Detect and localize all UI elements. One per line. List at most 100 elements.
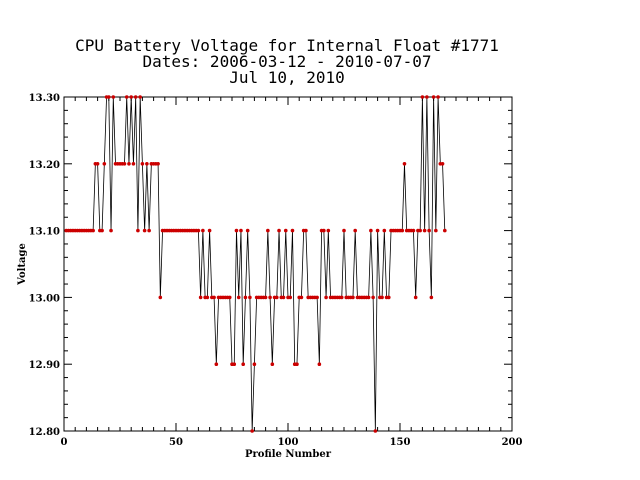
data-point xyxy=(127,162,131,166)
data-point xyxy=(136,228,140,233)
data-point xyxy=(342,228,346,233)
data-point xyxy=(400,228,405,233)
data-point xyxy=(207,228,212,233)
data-point xyxy=(299,295,304,300)
data-point xyxy=(248,295,252,300)
data-point xyxy=(158,295,163,300)
data-point xyxy=(138,95,142,99)
data-point xyxy=(198,295,203,300)
plot-frame xyxy=(63,96,513,432)
data-point xyxy=(382,228,387,233)
data-point xyxy=(91,228,95,233)
data-point xyxy=(107,95,111,99)
data-point xyxy=(411,228,416,233)
data-point xyxy=(205,295,210,300)
data-point xyxy=(427,228,431,233)
data-point xyxy=(277,228,281,233)
data-point xyxy=(339,295,344,300)
data-point xyxy=(418,228,422,233)
data-point xyxy=(201,228,205,233)
y-tick-label: 13.20 xyxy=(29,160,60,171)
data-point xyxy=(420,95,425,99)
data-point xyxy=(281,295,286,300)
data-point xyxy=(133,95,138,99)
chart-title-line-1: CPU Battery Voltage for Internal Float #… xyxy=(75,36,499,55)
data-point xyxy=(366,295,371,300)
y-tick-label: 12.90 xyxy=(29,360,60,371)
data-point xyxy=(270,362,275,367)
x-axis-label: Profile Number xyxy=(245,449,332,460)
data-point xyxy=(147,228,151,233)
data-point xyxy=(111,95,116,99)
data-point xyxy=(422,228,427,233)
data-point xyxy=(227,295,232,300)
data-point xyxy=(440,162,445,166)
y-axis-label: Voltage xyxy=(17,243,28,286)
voltage-series-line xyxy=(66,96,446,432)
plot-area: 0 50 100 150 200 12.80 12.90 13.00 13.10 13.20 13.… xyxy=(29,93,523,448)
y-tick-label: 13.30 xyxy=(29,93,60,104)
y-tick-label: 12.80 xyxy=(29,427,60,438)
data-point xyxy=(156,162,160,166)
data-point xyxy=(102,162,107,166)
data-point xyxy=(429,295,434,300)
data-point xyxy=(290,228,295,233)
data-point xyxy=(145,162,149,166)
x-tick-label: 150 xyxy=(390,437,411,448)
y-tick-label: 13.00 xyxy=(29,293,60,304)
x-tick-label: 50 xyxy=(169,437,183,448)
data-point xyxy=(268,295,272,300)
data-point xyxy=(375,228,380,233)
data-point xyxy=(250,429,254,433)
data-point xyxy=(236,295,241,300)
data-point xyxy=(288,295,293,300)
data-point xyxy=(413,295,418,300)
data-point xyxy=(212,295,216,300)
data-point xyxy=(232,362,237,367)
chart-title-line-3: Jul 10, 2010 xyxy=(229,68,345,87)
data-point xyxy=(351,295,355,300)
data-point xyxy=(124,95,129,99)
data-point xyxy=(324,295,328,300)
x-tick-label: 100 xyxy=(278,437,299,448)
data-point xyxy=(100,228,104,233)
data-point xyxy=(431,95,436,99)
data-point xyxy=(122,162,127,166)
y-tick-label: 13.10 xyxy=(29,227,60,238)
data-point xyxy=(140,162,145,166)
data-point xyxy=(373,429,378,433)
data-point xyxy=(425,95,429,99)
data-point xyxy=(263,295,268,300)
data-point xyxy=(443,228,447,233)
data-point xyxy=(434,228,438,233)
data-point xyxy=(266,228,270,233)
data-point xyxy=(283,228,288,233)
data-point xyxy=(387,295,391,300)
data-point xyxy=(369,228,373,233)
data-point xyxy=(241,362,245,367)
data-point xyxy=(353,228,358,233)
data-point xyxy=(142,228,147,233)
data-point xyxy=(243,295,248,300)
data-point xyxy=(380,295,384,300)
x-tick-label: 0 xyxy=(61,437,68,448)
data-point xyxy=(109,228,113,233)
data-point xyxy=(239,228,243,233)
data-point xyxy=(131,162,136,166)
data-point xyxy=(436,95,440,99)
data-point xyxy=(234,228,239,233)
data-point xyxy=(317,362,322,367)
data-point xyxy=(326,228,331,233)
data-point xyxy=(371,295,375,300)
data-point xyxy=(315,295,319,300)
data-point xyxy=(129,95,133,99)
chart-title-line-2: Dates: 2006-03-12 - 2010-07-07 xyxy=(143,52,432,71)
data-point xyxy=(322,228,326,233)
x-tick-label: 200 xyxy=(502,437,523,448)
data-point xyxy=(402,162,407,166)
data-point xyxy=(252,362,257,367)
data-point xyxy=(245,228,250,233)
data-point xyxy=(275,295,279,300)
data-point xyxy=(304,228,308,233)
